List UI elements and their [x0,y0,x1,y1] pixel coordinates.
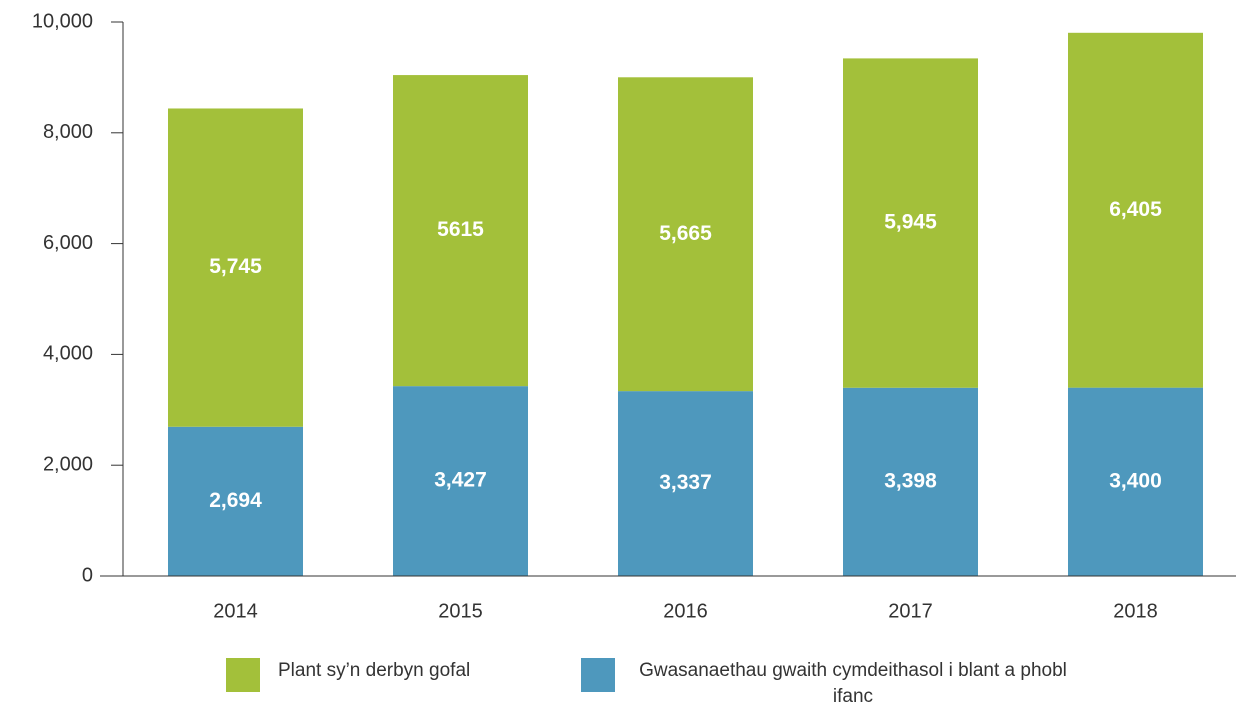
y-tick-label: 4,000 [43,343,93,365]
y-tick-label: 10,000 [32,10,93,32]
legend-label: Plant sy’n derbyn gofal [278,660,471,681]
bar-segment [618,391,753,576]
data-label: 5,945 [884,211,937,234]
legend-label: Gwasanaethau gwaith cymdeithasol i blant… [639,660,1067,707]
data-label: 3,337 [659,471,712,494]
data-label: 3,400 [1109,469,1162,492]
bar-segment [843,387,978,576]
bar-segment [1068,387,1203,576]
x-tick-label: 2016 [663,600,708,622]
legend-item: Gwasanaethau gwaith cymdeithasol i blant… [581,658,1073,710]
legend-item: Plant sy’n derbyn gofal [226,658,470,692]
bar-segment [618,77,753,392]
x-tick-label: 2015 [438,600,483,622]
bar-segment [168,426,303,576]
x-tick-label: 2018 [1113,600,1158,622]
y-tick-label: 6,000 [43,232,93,254]
x-tick-label: 2014 [213,600,258,622]
data-label: 5,665 [659,222,712,245]
data-label: 3,398 [884,469,937,492]
data-label: 3,427 [434,469,487,492]
data-label: 2,694 [209,489,262,512]
bar-segment [1068,32,1203,388]
legend-swatch [581,658,615,692]
bar-segment [393,386,528,576]
data-label: 5615 [437,218,484,241]
y-tick-label: 8,000 [43,121,93,143]
data-label: 5,745 [209,255,262,278]
bar-segment [843,58,978,388]
y-tick-label: 0 [82,564,93,586]
bar-segment [168,108,303,427]
bar-segment [393,75,528,387]
legend-swatch [226,658,260,692]
data-label: 6,405 [1109,198,1162,221]
y-tick-label: 2,000 [43,453,93,475]
chart: 0 2,000 4,000 6,000 8,000 10,000 2014 2,694 5,74… [32,10,1236,622]
x-tick-label: 2017 [888,600,933,622]
